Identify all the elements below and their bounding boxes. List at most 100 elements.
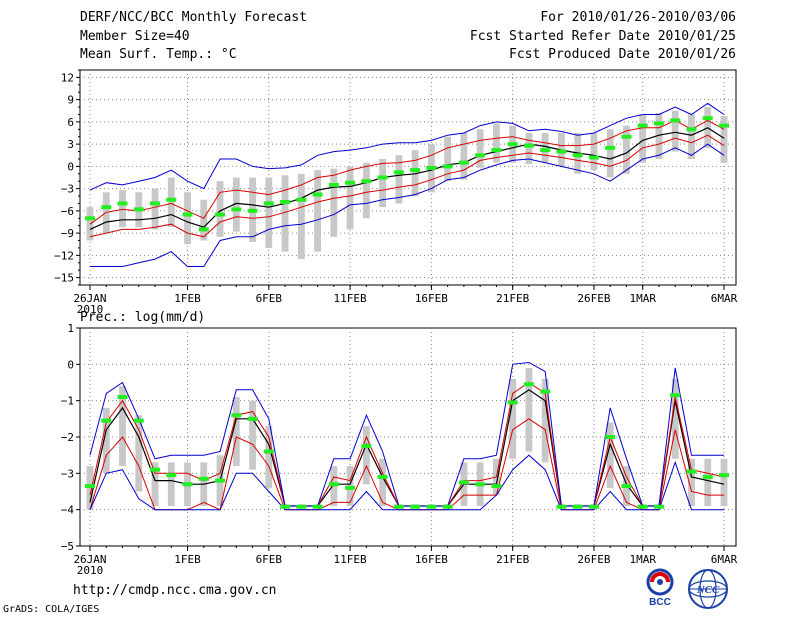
ensemble-bar <box>444 136 452 182</box>
ensemble-bar <box>525 133 533 165</box>
ensemble-bar <box>232 397 240 467</box>
obs-marker <box>426 504 437 509</box>
obs-marker <box>605 145 616 150</box>
ensemble-bar <box>346 166 354 230</box>
x-year-label: 2010 <box>77 564 104 577</box>
ensemble-bar <box>151 188 159 230</box>
obs-marker <box>377 175 388 180</box>
series-line-upper-blue <box>89 361 724 507</box>
ensemble-bar <box>102 407 110 474</box>
x-tick-label: 26JAN <box>73 292 106 305</box>
x-tick-label: 11FEB <box>334 292 367 305</box>
obs-marker <box>215 212 226 217</box>
plot-frame <box>79 69 737 286</box>
y-tick-label: 12 <box>61 71 74 84</box>
series-line-ensemble-mean <box>89 127 725 230</box>
y-tick-label: 9 <box>67 94 74 107</box>
bcc-logo-text: BCC <box>649 597 671 608</box>
y-tick-label: −5 <box>61 540 74 553</box>
obs-marker <box>231 413 242 418</box>
ensemble-bar <box>167 462 175 507</box>
ensemble-bar <box>655 113 663 159</box>
obs-marker <box>572 504 583 509</box>
obs-marker <box>556 149 567 154</box>
y-tick-label: −3 <box>61 467 74 480</box>
y-tick-label: −2 <box>61 431 74 444</box>
obs-marker <box>572 153 583 158</box>
obs-marker <box>166 473 177 478</box>
figure-title: DERF/NCC/BCC Monthly Forecast <box>80 10 307 25</box>
obs-marker <box>345 180 356 185</box>
obs-marker <box>556 504 567 509</box>
ensemble-bar <box>167 177 175 228</box>
bcc-logo: BCC <box>646 568 674 608</box>
obs-marker <box>475 153 486 158</box>
obs-marker <box>85 484 95 489</box>
ensemble-bar <box>476 129 484 168</box>
y-tick-label: −12 <box>54 249 74 262</box>
obs-marker <box>442 164 453 169</box>
ensemble-bar <box>151 462 159 507</box>
y-tick-label: −4 <box>61 504 75 517</box>
ensemble-bar <box>265 426 273 488</box>
ensemble-bar <box>265 177 273 248</box>
ensemble-bar <box>590 133 598 171</box>
obs-marker <box>393 170 404 175</box>
obs-marker <box>702 116 713 121</box>
obs-marker <box>670 393 681 398</box>
x-tick-label: 6FEB <box>256 292 283 305</box>
ensemble-bar <box>135 415 143 492</box>
obs-marker <box>637 123 648 128</box>
y-tick-label: 6 <box>67 116 74 129</box>
y-tick-label: 3 <box>67 138 74 151</box>
obs-marker <box>458 480 469 485</box>
y-tick-label: 1 <box>67 322 74 335</box>
forecast-period: For 2010/01/26-2010/03/06 <box>540 10 736 25</box>
obs-marker <box>540 389 551 394</box>
ensemble-bar <box>395 155 403 204</box>
obs-marker <box>328 182 339 187</box>
y-tick-label: −1 <box>61 395 74 408</box>
obs-marker <box>637 504 648 509</box>
obs-marker <box>133 418 144 423</box>
ensemble-bar <box>606 129 614 178</box>
obs-marker <box>686 127 697 132</box>
series-line-upper-blue <box>89 102 725 191</box>
ncc-logo-text: NCC <box>696 584 720 596</box>
ensemble-bar <box>460 133 468 180</box>
obs-marker <box>621 484 632 489</box>
ensemble-bar <box>200 199 208 241</box>
ensemble-bar <box>232 177 240 232</box>
obs-marker <box>296 197 307 202</box>
obs-marker <box>345 485 356 490</box>
obs-marker <box>475 482 486 487</box>
refer-date: Fcst Started Refer Date 2010/01/25 <box>469 29 736 44</box>
x-tick-label: 1MAR <box>629 292 656 305</box>
ensemble-bar <box>362 162 370 219</box>
obs-marker <box>182 482 193 487</box>
y-tick-label: 0 <box>67 358 74 371</box>
x-tick-label: 21FEB <box>496 553 529 566</box>
obs-marker <box>653 121 664 126</box>
obs-marker <box>215 478 226 483</box>
ensemble-bar <box>297 173 305 260</box>
series-line-lower-red <box>89 134 725 238</box>
obs-marker <box>117 201 128 206</box>
series-line-lower-blue <box>90 143 725 267</box>
obs-marker <box>198 476 209 481</box>
member-size-label: Member Size=40 <box>80 29 190 44</box>
x-tick-label: 21FEB <box>496 292 529 305</box>
ensemble-bar <box>379 458 387 507</box>
obs-marker <box>247 416 258 421</box>
x-tick-label: 1FEB <box>174 292 201 305</box>
ensemble-bar <box>509 378 517 459</box>
source-url[interactable]: http://cmdp.ncc.cma.gov.cn <box>73 583 277 598</box>
x-tick-label: 26JAN <box>73 553 106 566</box>
x-tick-label: 6MAR <box>711 553 738 566</box>
obs-marker <box>280 199 291 204</box>
ensemble-bar <box>379 158 387 208</box>
obs-marker <box>150 467 161 472</box>
ensemble-bar <box>216 181 224 237</box>
x-tick-label: 26FEB <box>577 292 610 305</box>
series-line-lower-blue <box>89 454 724 511</box>
